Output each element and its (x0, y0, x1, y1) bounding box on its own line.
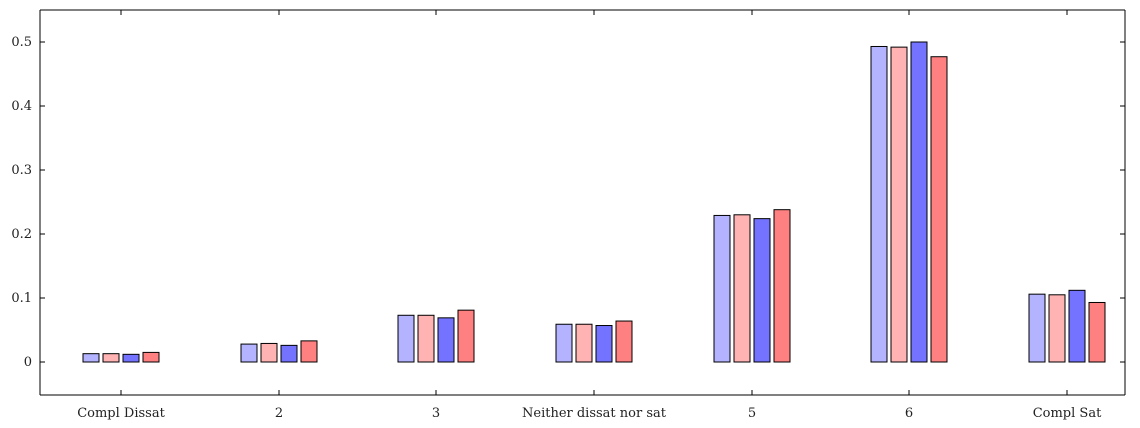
bar (397, 314, 415, 363)
chart-axes (39, 9, 1126, 396)
bar (910, 41, 928, 363)
bar (1028, 293, 1046, 363)
x-tick-label: 6 (905, 406, 913, 421)
x-tick-label: 3 (432, 406, 440, 421)
bar (555, 323, 573, 363)
bar (773, 209, 791, 363)
bar (300, 340, 318, 363)
y-tick-label: 0.5 (11, 35, 32, 50)
y-tick-label: 0.1 (11, 291, 32, 306)
y-tick-label: 0.2 (11, 227, 32, 242)
y-tick-label: 0 (24, 355, 32, 370)
bar (240, 343, 258, 363)
x-tick-label: Compl Dissat (77, 406, 165, 421)
bar (753, 218, 771, 363)
x-tick-label: Compl Sat (1033, 406, 1102, 421)
bar (102, 353, 120, 363)
bar (457, 309, 475, 363)
chart-ticks (40, 10, 1125, 395)
bar (260, 342, 278, 363)
chart-bars (82, 41, 1106, 363)
bar (890, 46, 908, 363)
bar (595, 325, 613, 363)
bar (870, 45, 888, 363)
bar (417, 314, 435, 363)
bar (142, 351, 160, 363)
bar (82, 353, 100, 363)
x-tick-label: 2 (275, 406, 283, 421)
y-tick-label: 0.4 (11, 99, 32, 114)
bar (713, 214, 731, 363)
bar (733, 214, 751, 363)
x-tick-label: 5 (748, 406, 756, 421)
bar (1048, 294, 1066, 363)
bar (1088, 301, 1106, 363)
bar (1068, 289, 1086, 363)
y-tick-label: 0.3 (11, 163, 32, 178)
bar (122, 353, 140, 363)
bar (930, 56, 948, 363)
chart-tick-labels: 0 0.1 0.2 0.3 0.4 0.5 Compl Dissat 2 3 Neither di… (11, 35, 1102, 421)
bar (280, 344, 298, 363)
x-tick-label: Neither dissat nor sat (522, 406, 667, 421)
bar (437, 317, 455, 363)
bar (615, 320, 633, 363)
bar (575, 323, 593, 363)
